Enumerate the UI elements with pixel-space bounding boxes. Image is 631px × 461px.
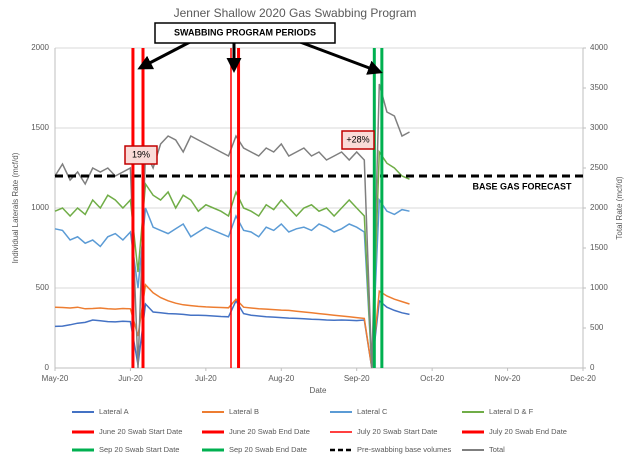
y2-tick-label: 0: [590, 363, 595, 372]
arrow: [137, 40, 191, 70]
legend-label: June 20 Swab Start Date: [99, 427, 182, 436]
legend-label: Pre-swabbing base volumes: [357, 445, 451, 454]
x-tick-label: Dec-20: [570, 374, 596, 383]
x-tick-label: Sep-20: [344, 374, 370, 383]
y-tick-label: 500: [36, 283, 50, 292]
chart-title: Jenner Shallow 2020 Gas Swabbing Program: [174, 6, 417, 20]
y2-tick-label: 2500: [590, 163, 608, 172]
x-axis-label: Date: [310, 386, 327, 395]
x-tick-label: Jun-20: [118, 374, 143, 383]
legend-label: July 20 Swab End Date: [489, 427, 567, 436]
legend-label: Lateral C: [357, 407, 388, 416]
legend-label: June 20 Swab End Date: [229, 427, 310, 436]
annotation-box: [124, 145, 158, 165]
annotation-box: [154, 22, 336, 44]
legend-label: Lateral B: [229, 407, 259, 416]
annotation: SWABBING PROGRAM PERIODS: [174, 27, 316, 37]
y2-tick-label: 500: [590, 323, 604, 332]
x-tick-label: Aug-20: [268, 374, 294, 383]
annotation: BASE GAS FORECAST: [472, 181, 572, 191]
y-tick-label: 2000: [31, 43, 49, 52]
y2-tick-label: 4000: [590, 43, 608, 52]
legend-label: Lateral D & F: [489, 407, 534, 416]
x-tick-label: Nov-20: [495, 374, 521, 383]
arrow: [299, 40, 383, 75]
legend-label: July 20 Swab Start Date: [357, 427, 437, 436]
y2-tick-label: 3500: [590, 83, 608, 92]
annotation: +28%: [346, 134, 369, 144]
y2-tick-label: 1000: [590, 283, 608, 292]
x-tick-label: May-20: [42, 374, 69, 383]
y2-tick-label: 3000: [590, 123, 608, 132]
legend-label: Total: [489, 445, 505, 454]
series-line: [54, 299, 410, 369]
y2-axis-label: Total Rate (mcf/d): [615, 176, 624, 239]
y-tick-label: 0: [45, 363, 50, 372]
series-line: [54, 149, 410, 369]
legend: Lateral A Lateral B Lateral C Lateral D & F…: [72, 407, 567, 454]
y-axis-label: Individual Laterals Rate (mcf/d): [11, 152, 20, 263]
annotation: 19%: [132, 149, 150, 159]
legend-label: Lateral A: [99, 407, 129, 416]
x-tick-label: Oct-20: [420, 374, 445, 383]
annotations: SWABBING PROGRAM PERIODS 19% +28% BASE G…: [124, 22, 572, 191]
legend-label: Sep 20 Swab Start Date: [99, 445, 179, 454]
plot-area: 0 500 1000 1500 2000 0 500 1000 1500 2000 2500 3000…: [31, 43, 608, 383]
annotation-box: [341, 130, 375, 150]
y-tick-label: 1000: [31, 203, 49, 212]
legend-label: Sep 20 Swab End Date: [229, 445, 307, 454]
series-line: [54, 283, 410, 369]
x-tick-label: Jul-20: [195, 374, 217, 383]
y2-tick-label: 2000: [590, 203, 608, 212]
series-line: [54, 197, 410, 369]
y2-tick-label: 1500: [590, 243, 608, 252]
y-tick-label: 1500: [31, 123, 49, 132]
